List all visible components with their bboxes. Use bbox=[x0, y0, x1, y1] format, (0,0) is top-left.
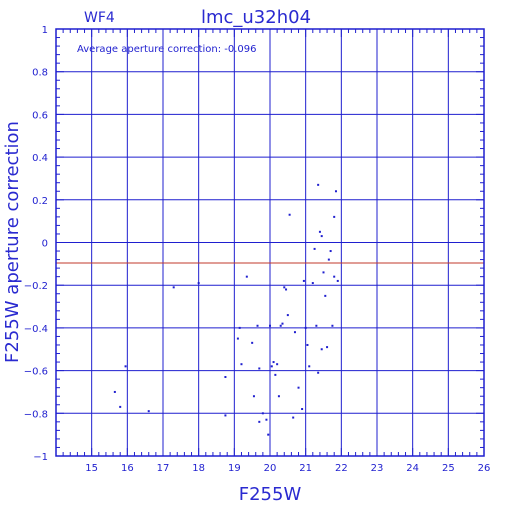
data-point bbox=[276, 363, 279, 366]
tick-marks bbox=[55, 28, 485, 457]
y-tick-label: −1 bbox=[33, 452, 48, 463]
data-point bbox=[224, 414, 227, 417]
data-point bbox=[304, 326, 307, 329]
x-tick-label: 18 bbox=[192, 463, 205, 474]
data-point bbox=[240, 363, 243, 366]
data-point bbox=[283, 286, 286, 289]
data-point bbox=[286, 314, 289, 317]
data-point bbox=[293, 331, 296, 334]
x-tick-label: 23 bbox=[371, 463, 384, 474]
data-point bbox=[326, 346, 329, 349]
data-point bbox=[308, 365, 311, 368]
y-tick-labels: −1 −0.8 −0.6 −0.4 −0.2 0 0.2 0.4 0.6 0.8 1 bbox=[24, 25, 48, 463]
y-tick-label: −0.4 bbox=[24, 324, 48, 335]
x-axis-title: F255W bbox=[239, 484, 302, 505]
data-point bbox=[281, 322, 284, 325]
chart-title: lmc_u32h04 bbox=[201, 7, 311, 28]
x-tick-label: 22 bbox=[335, 463, 348, 474]
y-tick-label: −0.2 bbox=[24, 281, 48, 292]
data-point bbox=[333, 215, 336, 218]
x-tick-label: 16 bbox=[121, 463, 134, 474]
data-point bbox=[119, 405, 122, 408]
data-point bbox=[197, 282, 200, 285]
x-tick-label: 25 bbox=[442, 463, 455, 474]
x-tick-label: 20 bbox=[264, 463, 277, 474]
y-tick-label: 0.2 bbox=[32, 196, 48, 207]
data-point bbox=[245, 275, 248, 278]
data-point bbox=[292, 416, 295, 419]
y-tick-label: 0.8 bbox=[32, 68, 48, 79]
y-axis-title: F255W aperture correction bbox=[2, 121, 23, 363]
data-point bbox=[306, 343, 309, 346]
data-point bbox=[124, 365, 127, 368]
annotation-text: Average aperture correction: -0.096 bbox=[77, 44, 257, 55]
data-point bbox=[322, 271, 325, 274]
data-point bbox=[258, 420, 261, 423]
data-point bbox=[265, 418, 268, 421]
data-point bbox=[302, 279, 305, 282]
data-point bbox=[318, 230, 321, 233]
x-tick-label: 17 bbox=[157, 463, 170, 474]
data-point bbox=[261, 412, 264, 415]
data-point bbox=[279, 324, 282, 327]
data-point bbox=[172, 286, 175, 289]
y-tick-label: 1 bbox=[42, 25, 48, 36]
data-point bbox=[297, 386, 300, 389]
data-point bbox=[320, 348, 323, 351]
x-tick-label: 21 bbox=[299, 463, 312, 474]
data-point bbox=[113, 390, 116, 393]
y-tick-label: 0 bbox=[42, 239, 48, 250]
data-point bbox=[147, 410, 150, 413]
data-point bbox=[224, 376, 227, 379]
data-point bbox=[252, 395, 255, 398]
data-point bbox=[270, 365, 273, 368]
data-point bbox=[311, 282, 314, 285]
data-point bbox=[334, 190, 337, 193]
data-points bbox=[113, 183, 339, 436]
data-point bbox=[258, 367, 261, 370]
data-point bbox=[288, 213, 291, 216]
data-point bbox=[238, 326, 241, 329]
data-point bbox=[272, 361, 275, 364]
data-point bbox=[320, 235, 323, 238]
data-point bbox=[329, 250, 332, 253]
data-point bbox=[251, 341, 254, 344]
data-point bbox=[269, 324, 271, 327]
data-point bbox=[317, 371, 320, 374]
data-point bbox=[336, 279, 339, 282]
panel-label: WF4 bbox=[84, 10, 115, 26]
data-point bbox=[315, 324, 318, 327]
data-point bbox=[301, 408, 304, 411]
y-tick-label: 0.6 bbox=[32, 110, 48, 121]
x-tick-label: 15 bbox=[85, 463, 98, 474]
data-point bbox=[317, 183, 320, 186]
x-tick-label: 26 bbox=[478, 463, 491, 474]
y-tick-label: −0.8 bbox=[24, 409, 48, 420]
data-point bbox=[327, 258, 330, 261]
data-point bbox=[274, 373, 277, 376]
data-point bbox=[236, 337, 239, 340]
data-point bbox=[324, 294, 327, 297]
data-point bbox=[277, 395, 280, 398]
data-point bbox=[333, 275, 336, 278]
data-point bbox=[285, 288, 288, 291]
x-tick-labels: 15 16 17 18 19 20 21 22 23 24 25 26 bbox=[85, 463, 490, 474]
data-point bbox=[313, 247, 316, 250]
data-point bbox=[256, 324, 259, 327]
data-point bbox=[267, 433, 270, 436]
y-tick-label: 0.4 bbox=[32, 153, 48, 164]
data-point bbox=[331, 324, 334, 327]
y-tick-label: −0.6 bbox=[24, 367, 48, 378]
x-tick-label: 19 bbox=[228, 463, 241, 474]
x-tick-label: 24 bbox=[406, 463, 419, 474]
